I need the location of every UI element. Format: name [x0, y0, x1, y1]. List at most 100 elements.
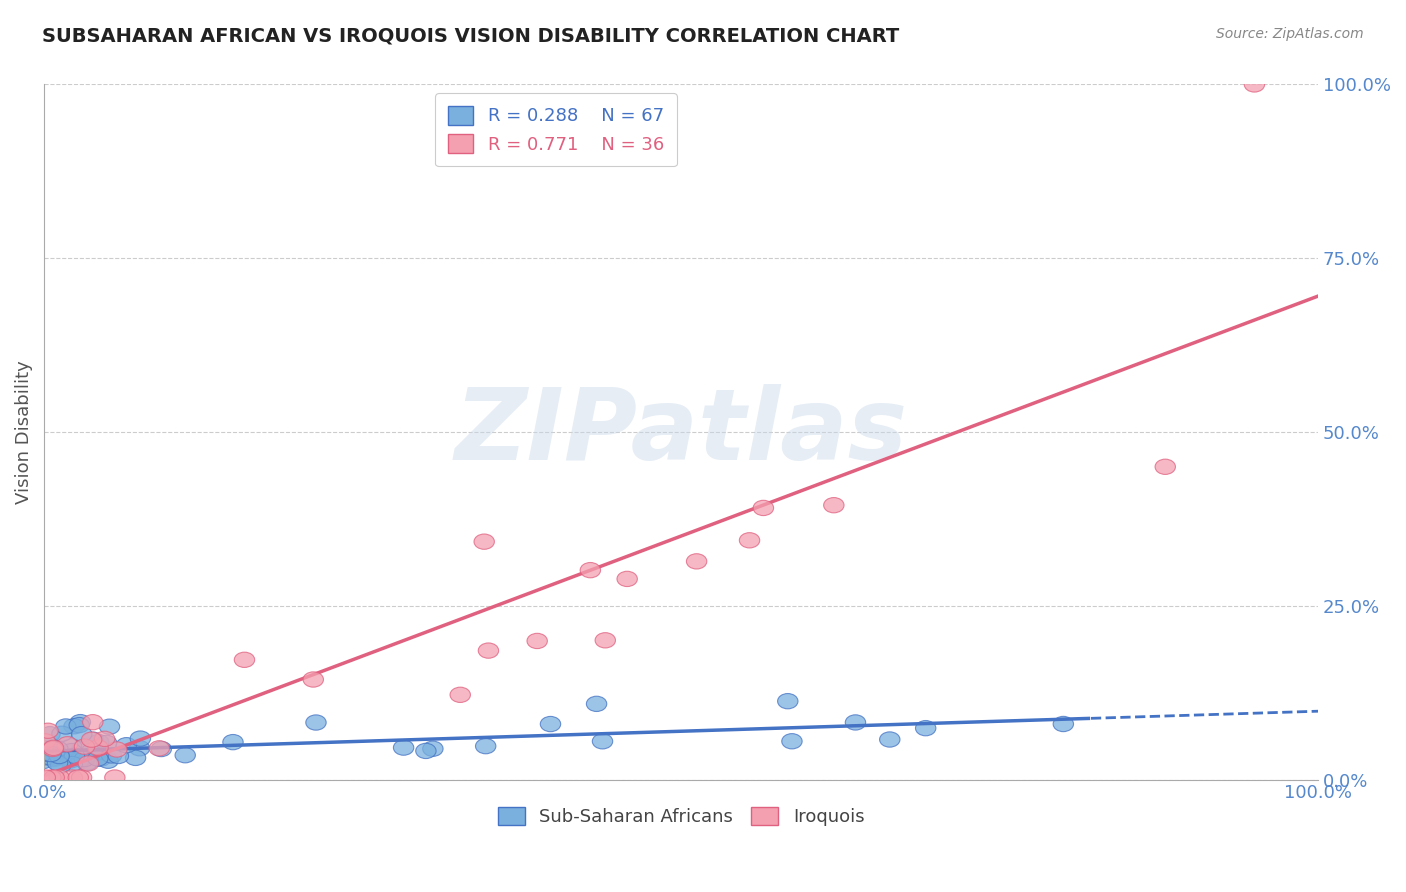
Ellipse shape — [149, 740, 170, 756]
Ellipse shape — [1156, 459, 1175, 475]
Ellipse shape — [39, 726, 60, 742]
Ellipse shape — [48, 756, 67, 771]
Ellipse shape — [100, 719, 120, 734]
Ellipse shape — [62, 756, 83, 772]
Ellipse shape — [42, 742, 63, 757]
Ellipse shape — [97, 735, 117, 750]
Ellipse shape — [107, 742, 127, 757]
Ellipse shape — [79, 756, 98, 771]
Ellipse shape — [880, 731, 900, 747]
Ellipse shape — [65, 748, 84, 764]
Ellipse shape — [131, 731, 150, 747]
Ellipse shape — [125, 750, 146, 765]
Ellipse shape — [60, 753, 80, 768]
Ellipse shape — [41, 747, 62, 762]
Ellipse shape — [42, 739, 63, 756]
Ellipse shape — [101, 747, 122, 763]
Ellipse shape — [44, 751, 65, 767]
Ellipse shape — [48, 741, 67, 756]
Ellipse shape — [581, 563, 600, 578]
Ellipse shape — [129, 740, 150, 756]
Ellipse shape — [38, 749, 59, 764]
Ellipse shape — [416, 743, 436, 758]
Ellipse shape — [778, 694, 799, 709]
Ellipse shape — [235, 652, 254, 667]
Ellipse shape — [98, 753, 118, 768]
Ellipse shape — [423, 741, 443, 756]
Ellipse shape — [754, 500, 773, 516]
Y-axis label: Vision Disability: Vision Disability — [15, 360, 32, 504]
Ellipse shape — [475, 739, 496, 754]
Ellipse shape — [38, 746, 58, 761]
Ellipse shape — [72, 726, 91, 742]
Text: Source: ZipAtlas.com: Source: ZipAtlas.com — [1216, 27, 1364, 41]
Ellipse shape — [49, 747, 69, 763]
Ellipse shape — [1053, 716, 1074, 731]
Ellipse shape — [35, 734, 55, 749]
Ellipse shape — [75, 752, 94, 767]
Ellipse shape — [70, 714, 90, 730]
Ellipse shape — [104, 770, 125, 785]
Ellipse shape — [69, 717, 90, 732]
Ellipse shape — [540, 716, 561, 731]
Ellipse shape — [915, 721, 936, 736]
Ellipse shape — [35, 746, 56, 762]
Ellipse shape — [41, 770, 62, 785]
Ellipse shape — [58, 737, 77, 752]
Ellipse shape — [34, 753, 55, 768]
Ellipse shape — [586, 696, 607, 712]
Ellipse shape — [63, 719, 84, 734]
Ellipse shape — [782, 733, 803, 749]
Text: ZIPatlas: ZIPatlas — [454, 384, 908, 481]
Ellipse shape — [72, 770, 91, 785]
Ellipse shape — [304, 672, 323, 687]
Ellipse shape — [87, 745, 107, 760]
Ellipse shape — [305, 714, 326, 731]
Ellipse shape — [52, 726, 72, 741]
Ellipse shape — [49, 748, 69, 764]
Ellipse shape — [824, 498, 844, 513]
Text: SUBSAHARAN AFRICAN VS IROQUOIS VISION DISABILITY CORRELATION CHART: SUBSAHARAN AFRICAN VS IROQUOIS VISION DI… — [42, 27, 900, 45]
Ellipse shape — [72, 740, 93, 756]
Ellipse shape — [82, 732, 101, 747]
Ellipse shape — [592, 733, 613, 749]
Ellipse shape — [108, 748, 128, 764]
Ellipse shape — [79, 755, 98, 770]
Ellipse shape — [83, 714, 103, 730]
Ellipse shape — [44, 770, 65, 785]
Ellipse shape — [82, 743, 103, 758]
Ellipse shape — [150, 741, 172, 756]
Ellipse shape — [617, 571, 637, 587]
Ellipse shape — [48, 750, 67, 765]
Ellipse shape — [77, 756, 97, 771]
Ellipse shape — [595, 632, 616, 648]
Ellipse shape — [75, 739, 94, 755]
Ellipse shape — [49, 770, 69, 785]
Ellipse shape — [478, 643, 499, 658]
Ellipse shape — [38, 750, 58, 765]
Ellipse shape — [174, 747, 195, 763]
Ellipse shape — [94, 731, 115, 747]
Ellipse shape — [450, 687, 471, 703]
Ellipse shape — [686, 554, 707, 569]
Ellipse shape — [87, 740, 108, 756]
Ellipse shape — [740, 533, 759, 548]
Ellipse shape — [44, 740, 63, 756]
Ellipse shape — [62, 770, 83, 785]
Ellipse shape — [222, 734, 243, 750]
Ellipse shape — [42, 741, 63, 756]
Ellipse shape — [90, 751, 111, 766]
Ellipse shape — [56, 749, 76, 765]
Ellipse shape — [70, 751, 91, 766]
Ellipse shape — [1244, 77, 1264, 92]
Legend: Sub-Saharan Africans, Iroquois: Sub-Saharan Africans, Iroquois — [491, 799, 872, 833]
Ellipse shape — [845, 714, 866, 730]
Ellipse shape — [474, 534, 495, 549]
Ellipse shape — [56, 719, 76, 734]
Ellipse shape — [394, 740, 413, 756]
Ellipse shape — [41, 751, 62, 766]
Ellipse shape — [35, 746, 55, 761]
Ellipse shape — [117, 738, 136, 753]
Ellipse shape — [87, 751, 108, 766]
Ellipse shape — [89, 734, 108, 749]
